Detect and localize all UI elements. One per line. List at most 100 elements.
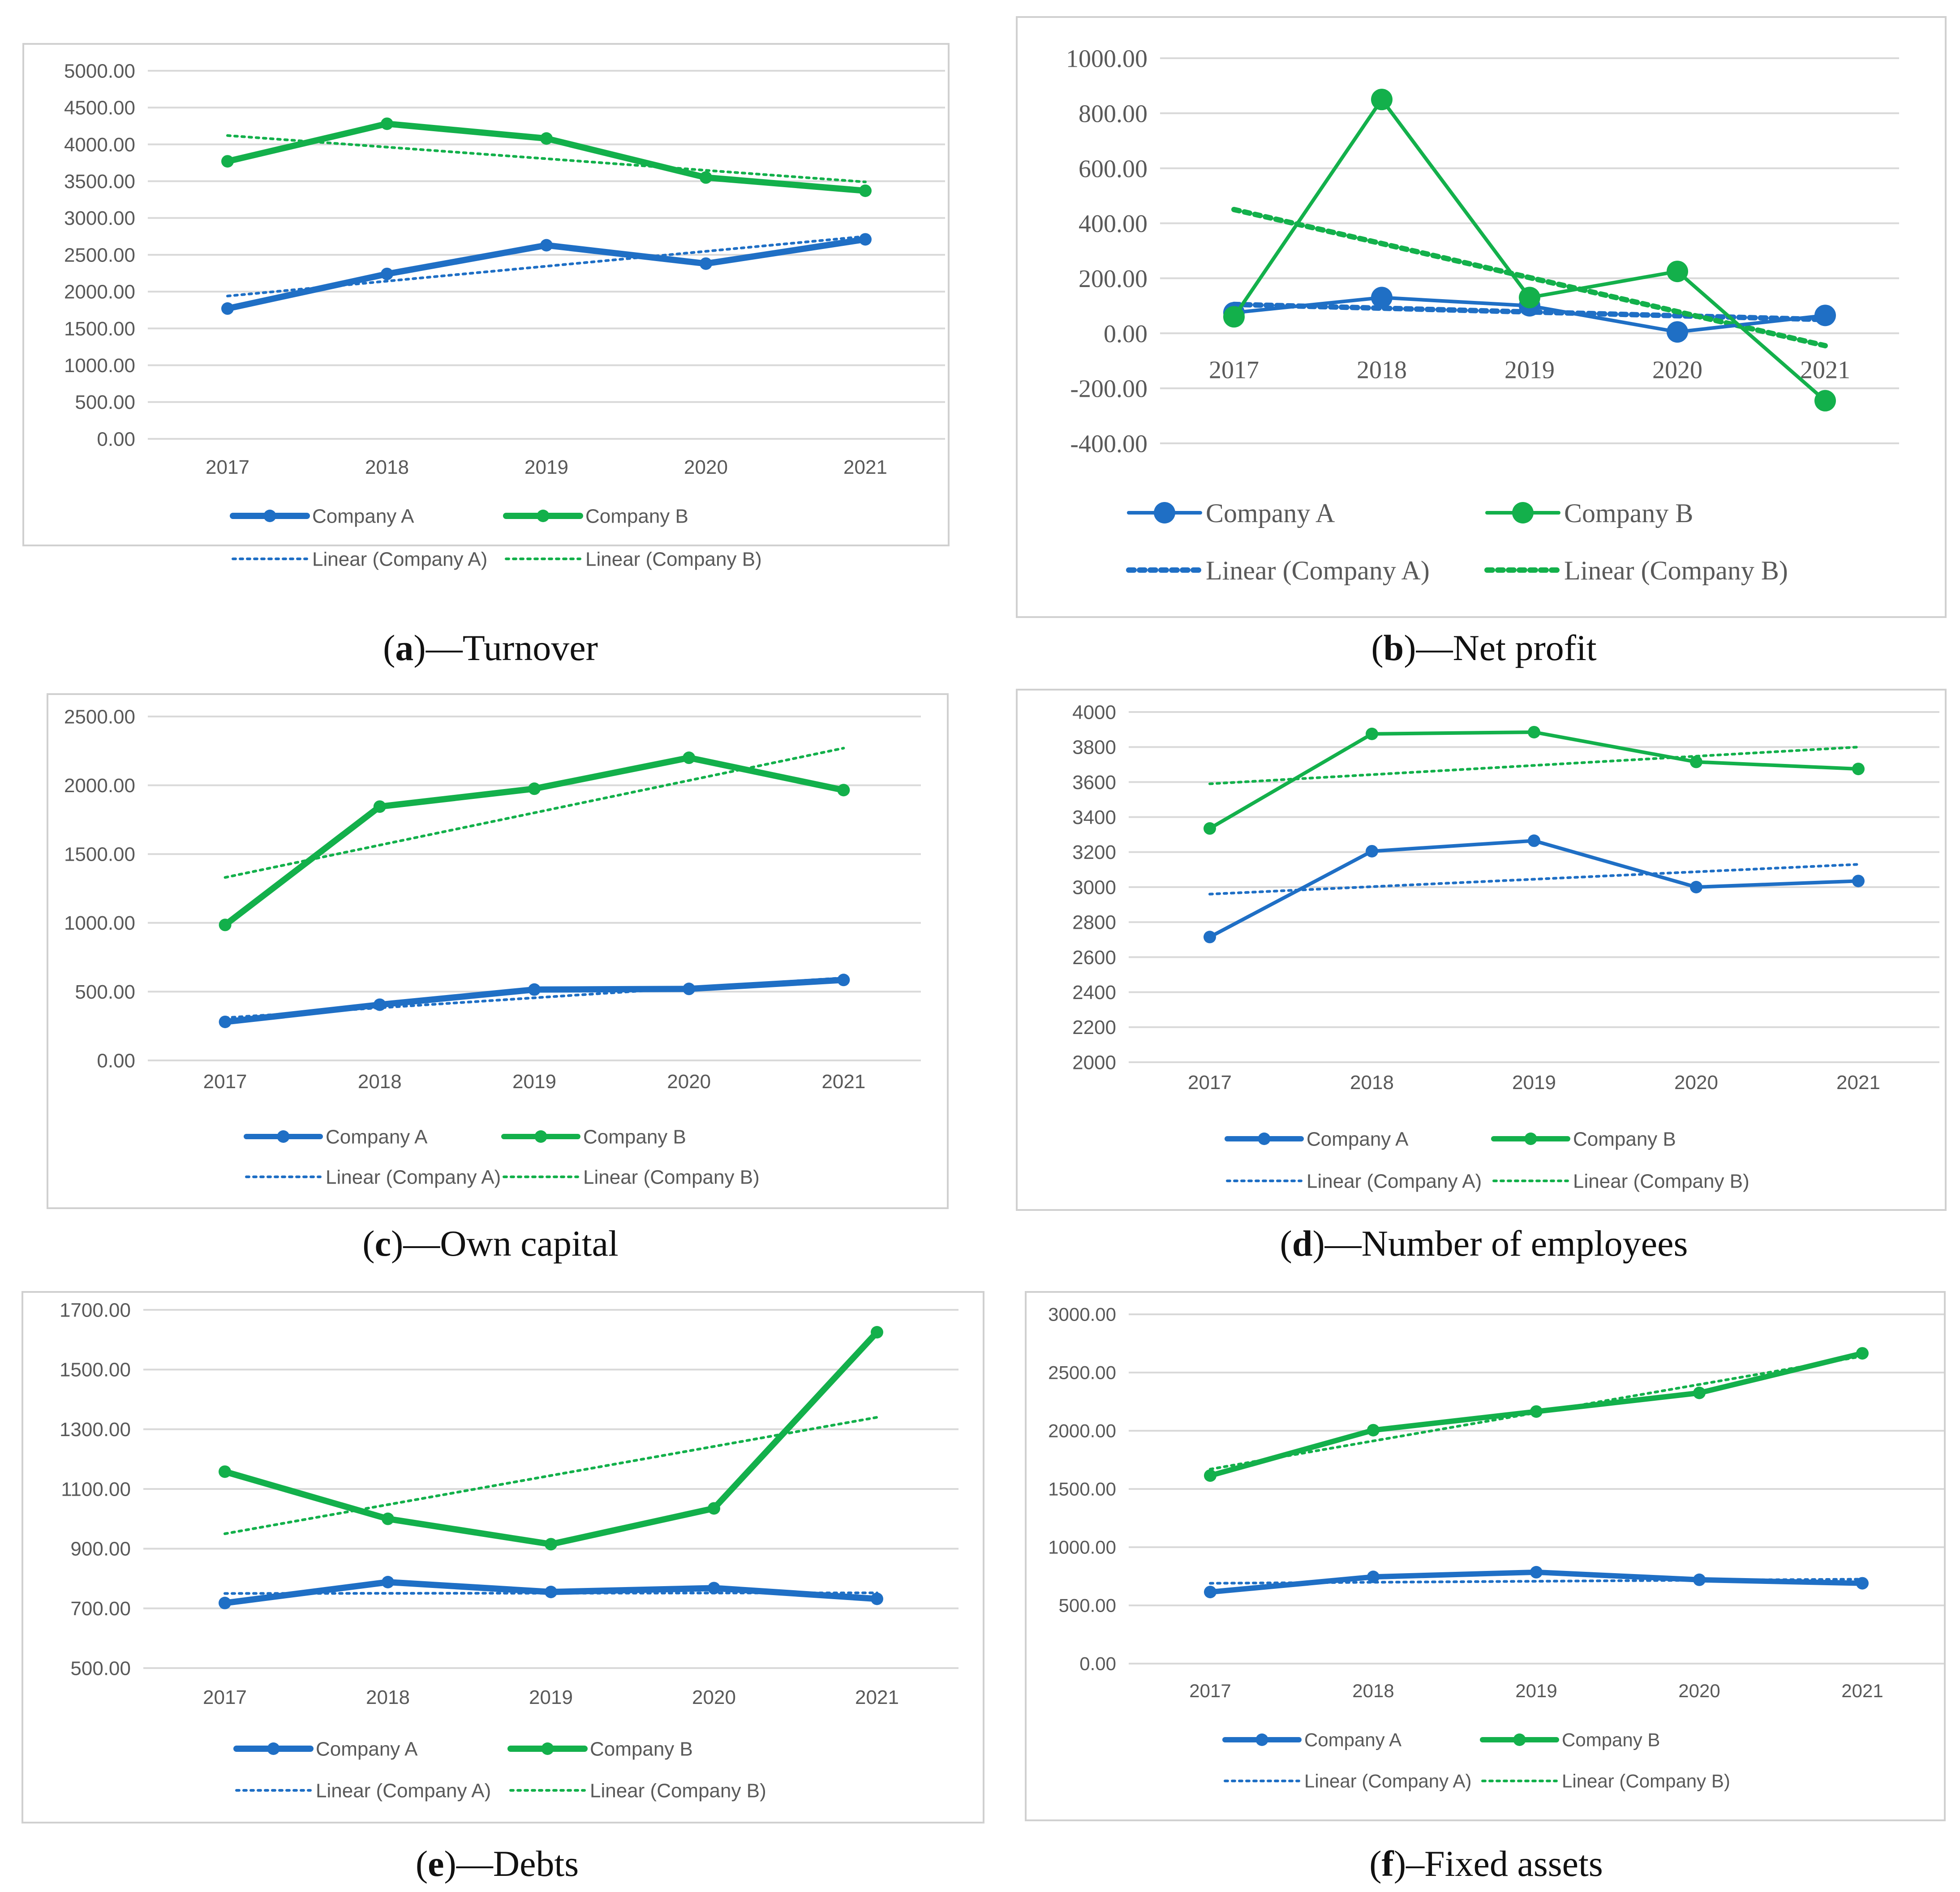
legend-company-a-marker (1258, 1133, 1271, 1145)
data-point-company-a (540, 239, 553, 252)
data-point-company-b (1852, 763, 1865, 776)
data-point-company-a (859, 233, 872, 246)
y-tick-label: 1500.00 (1048, 1479, 1116, 1500)
caption-own-capital: (c)—Own capital (362, 1223, 619, 1264)
legend-company-a-label: Company A (312, 505, 414, 527)
x-tick-label: 2018 (358, 1071, 402, 1093)
y-tick-label: 0.00 (1104, 320, 1148, 348)
data-point-company-a (1528, 834, 1540, 847)
legend-linear-company-b-label: Linear (Company B) (585, 548, 762, 570)
x-tick-label: 2019 (1504, 356, 1555, 384)
y-tick-label: 500.00 (75, 391, 135, 413)
x-tick-label: 2017 (1189, 1680, 1231, 1701)
x-tick-label: 2020 (1652, 356, 1702, 384)
data-point-company-a (1530, 1566, 1543, 1579)
caption-fixed-assets: (f)–Fixed assets (1369, 1843, 1603, 1884)
data-point-company-a (219, 1015, 232, 1028)
data-point-company-b (1530, 1405, 1543, 1418)
x-tick-label: 2020 (667, 1071, 711, 1093)
y-tick-label: 1000.00 (1066, 45, 1148, 73)
data-point-company-a (683, 982, 696, 995)
trendline-company-a (1208, 863, 1860, 896)
x-tick-label: 2019 (1512, 1072, 1556, 1094)
data-point-company-b (1667, 261, 1688, 283)
legend-linear-company-b-label: Linear (Company B) (1562, 1771, 1730, 1792)
trendline-company-b (226, 134, 867, 184)
x-tick-label: 2019 (512, 1071, 556, 1093)
data-point-company-a (381, 267, 393, 280)
y-tick-label: -400.00 (1070, 430, 1148, 458)
x-tick-label: 2017 (203, 1686, 247, 1708)
data-point-company-b (1204, 1469, 1216, 1482)
chart-fixed-assets: 0.00 500.00 1000.00 1500.00 2000.00 2500.00 30… (1025, 1291, 1946, 1821)
data-point-company-a (1367, 1570, 1380, 1583)
data-point-company-a (1814, 305, 1836, 326)
data-point-company-b (540, 132, 553, 145)
legend-company-b-marker (541, 1742, 554, 1755)
chart-panel-fixed-assets: 0.00 500.00 1000.00 1500.00 2000.00 2500.00 30… (1012, 1274, 1960, 1892)
y-tick-label: 3500.00 (64, 171, 135, 193)
legend-company-a-label: Company A (1206, 498, 1335, 528)
data-point-company-b (683, 751, 696, 764)
y-tick-label: 2500.00 (64, 244, 135, 266)
data-point-company-b (1693, 1386, 1706, 1399)
x-tick-label: 2017 (203, 1071, 247, 1093)
y-tick-label: 3000.00 (64, 207, 135, 229)
y-tick-label: 700.00 (70, 1598, 131, 1620)
y-tick-label: 3400 (1072, 807, 1116, 828)
data-point-company-b (1371, 89, 1393, 111)
y-tick-label: 3200 (1072, 841, 1116, 863)
data-point-company-a (1852, 875, 1865, 888)
data-point-company-b (1856, 1347, 1869, 1360)
chart-frame (1016, 689, 1947, 1211)
y-tick-label: 3000 (1072, 876, 1116, 898)
caption-turnover: (a)—Turnover (383, 627, 598, 668)
data-point-company-a (837, 974, 850, 987)
chart-panel-turnover: 0.00 500.00 1000.00 1500.00 2000.00 2500.00 30… (0, 0, 981, 672)
y-tick-label: 2000 (1072, 1051, 1116, 1073)
y-tick-label: -200.00 (1070, 375, 1148, 403)
x-tick-label: 2020 (684, 456, 728, 478)
legend-linear-company-b-label: Linear (Company B) (1573, 1170, 1749, 1192)
data-point-company-b (837, 784, 850, 797)
legend-linear-company-a-label: Linear (Company A) (316, 1780, 491, 1802)
y-tick-label: 1500.00 (60, 1359, 131, 1381)
data-point-company-b (708, 1502, 720, 1515)
data-point-company-a (871, 1592, 883, 1605)
y-tick-label: 1500.00 (64, 844, 135, 866)
y-tick-label: 1000.00 (64, 355, 135, 377)
data-point-company-a (1856, 1577, 1869, 1590)
y-tick-label: 500.00 (70, 1657, 131, 1679)
legend-company-b-marker (537, 510, 550, 522)
x-tick-label: 2018 (365, 456, 409, 478)
data-point-company-b (859, 184, 872, 197)
legend-company-b-marker (1512, 502, 1534, 523)
y-tick-label: 2800 (1072, 912, 1116, 934)
trendline-company-b (224, 1416, 878, 1535)
y-tick-label: 3800 (1072, 737, 1116, 759)
y-tick-label: 2200 (1072, 1017, 1116, 1038)
y-tick-label: 200.00 (1079, 265, 1148, 293)
y-tick-label: 2500.00 (64, 706, 135, 728)
legend-company-a-label: Company A (316, 1738, 418, 1760)
legend-company-a-marker (277, 1130, 290, 1143)
chart-frame (1025, 1291, 1946, 1821)
chart-debts: 500.00 700.00 900.00 1100.00 1300.00 1500.00 1… (21, 1291, 984, 1823)
caption-debts: (e)—Debts (415, 1843, 579, 1884)
x-tick-label: 2021 (1800, 356, 1850, 384)
legend-company-b-marker (534, 1130, 547, 1143)
data-point-company-b (373, 800, 386, 813)
chart-turnover: 0.00 500.00 1000.00 1500.00 2000.00 2500.00 30… (22, 43, 950, 570)
x-tick-label: 2017 (1209, 356, 1259, 384)
y-tick-label: 3600 (1072, 772, 1116, 794)
data-point-company-a (700, 257, 712, 270)
y-tick-label: 4000 (1072, 701, 1116, 723)
legend-company-b-marker (1513, 1733, 1526, 1746)
data-point-company-b (1223, 306, 1245, 328)
data-point-company-a (1693, 1573, 1706, 1586)
y-tick-label: 1100.00 (61, 1478, 131, 1500)
y-tick-label: 4000.00 (64, 134, 135, 156)
data-point-company-b (1519, 287, 1540, 309)
x-tick-label: 2021 (843, 456, 887, 478)
legend-linear-company-b-label: Linear (Company B) (590, 1780, 766, 1802)
